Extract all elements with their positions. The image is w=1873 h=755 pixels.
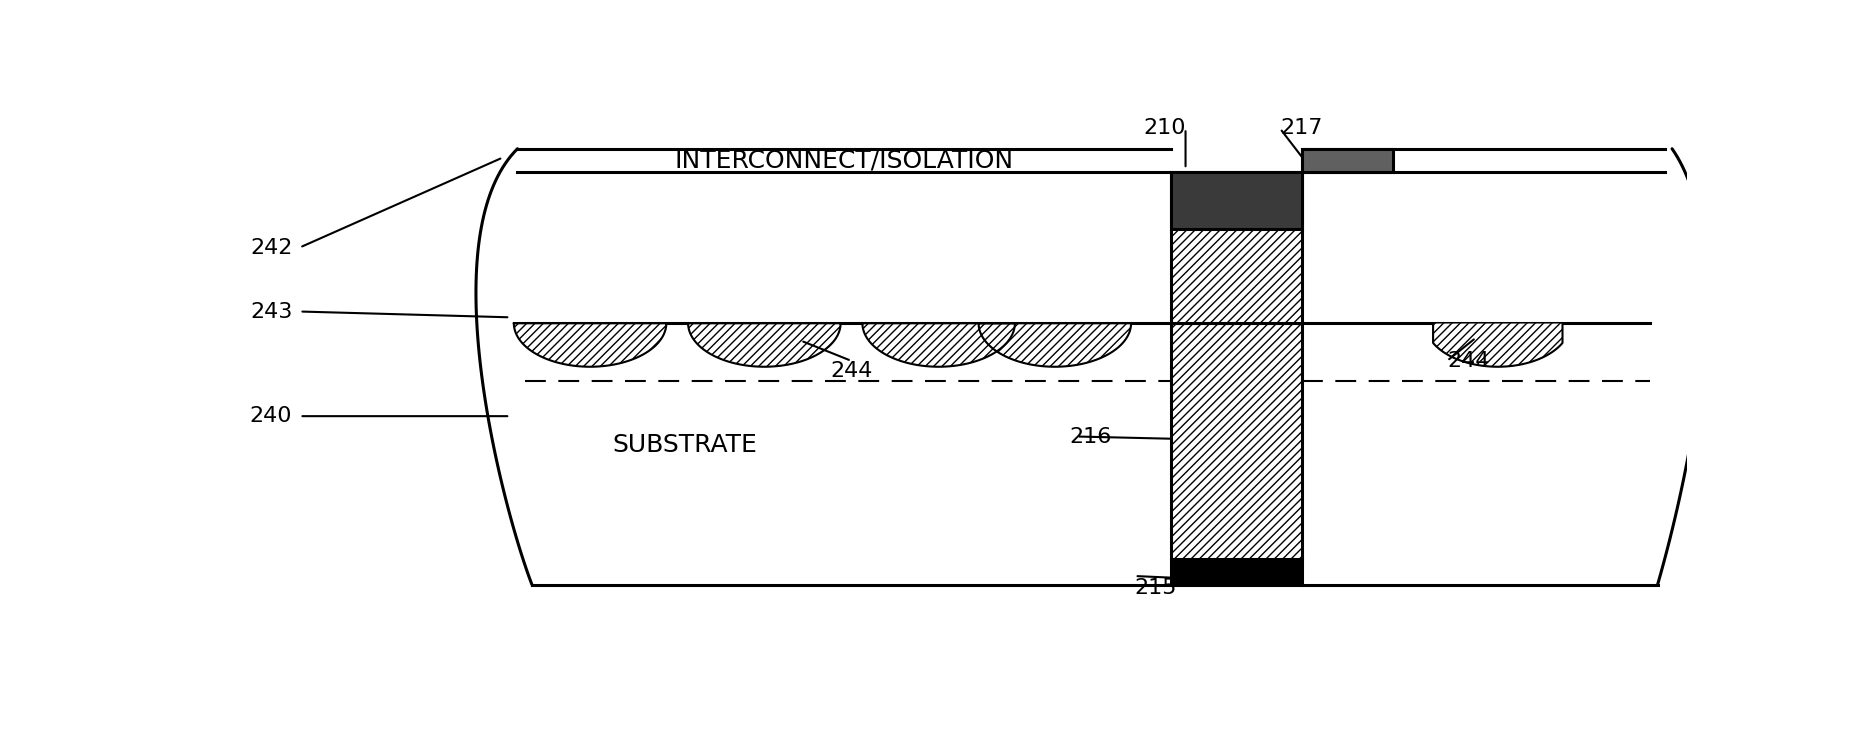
Text: 216: 216 [1069,427,1111,446]
Text: 215: 215 [1133,578,1176,598]
Bar [1171,559,1302,584]
Polygon shape [862,323,1015,367]
Text: 244: 244 [830,361,873,381]
Text: 244: 244 [1446,351,1489,371]
Polygon shape [513,323,667,367]
Text: 210: 210 [1143,119,1186,138]
Bar [1302,149,1392,172]
Polygon shape [978,323,1131,367]
Text: 242: 242 [249,238,292,257]
Text: SUBSTRATE: SUBSTRATE [612,433,757,458]
Text: 217: 217 [1279,119,1322,138]
Text: 243: 243 [249,301,292,322]
Polygon shape [687,323,841,367]
Polygon shape [1433,323,1562,367]
Text: INTERCONNECT/ISOLATION: INTERCONNECT/ISOLATION [674,149,1013,172]
Bar [1171,323,1302,559]
Text: 240: 240 [249,406,292,426]
Bar [1171,172,1302,323]
Bar [1171,172,1302,230]
